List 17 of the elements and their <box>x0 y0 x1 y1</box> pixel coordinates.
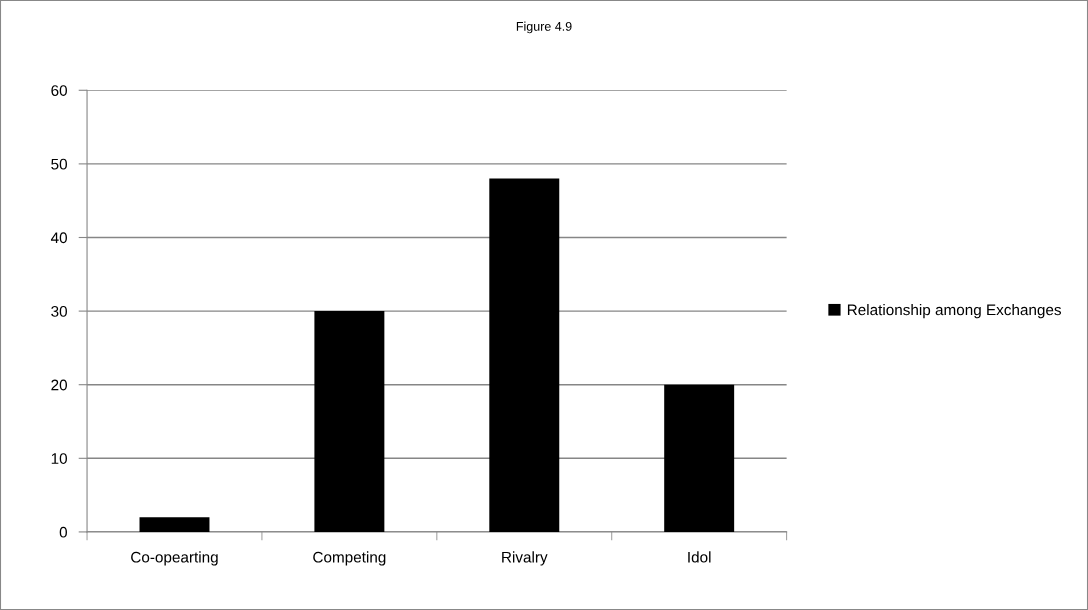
bar <box>489 178 560 532</box>
y-tick-label: 60 <box>51 85 67 96</box>
y-tick-label: 50 <box>51 158 67 170</box>
bar <box>314 311 385 532</box>
x-tick-label: Co-opearting <box>131 551 218 566</box>
legend-label: Relationship among Exchanges <box>847 304 1062 319</box>
bar <box>664 384 735 532</box>
y-tick-label: 30 <box>51 305 67 317</box>
chart-title: Figure 4.9 <box>516 21 572 34</box>
y-tick-label: 0 <box>59 526 67 538</box>
x-tick-label: Competing <box>313 551 386 566</box>
bar <box>139 517 210 532</box>
x-tick-label: Rivalry <box>502 551 548 566</box>
x-tick-label: Idol <box>688 551 711 563</box>
y-tick-label: 10 <box>51 453 67 464</box>
y-tick-label: 20 <box>51 379 67 391</box>
y-tick-label: 40 <box>50 232 67 244</box>
